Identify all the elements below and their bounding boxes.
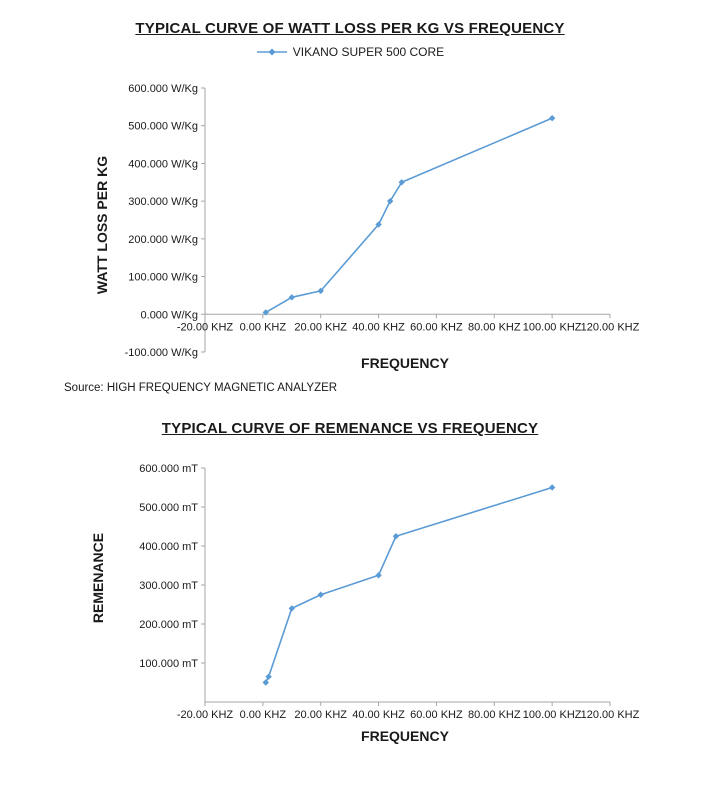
svg-text:600.000 W/Kg: 600.000 W/Kg [128, 83, 198, 95]
svg-text:100.00 KHZ: 100.00 KHZ [523, 709, 582, 721]
svg-text:0.00 KHZ: 0.00 KHZ [240, 709, 287, 721]
remenance-chart: 600.000 mT 500.000 mT 400.000 mT 300.000 mT… [80, 455, 670, 760]
svg-text:20.00 KHZ: 20.00 KHZ [294, 321, 347, 333]
watt-loss-chart-title: TYPICAL CURVE OF WATT LOSS PER KG VS FRE… [135, 20, 565, 37]
source-note: Source: HIGH FREQUENCY MAGNETIC ANALYZER [64, 382, 338, 394]
svg-text:400.000 mT: 400.000 mT [139, 541, 198, 553]
svg-text:300.000 W/Kg: 300.000 W/Kg [128, 196, 198, 208]
svg-text:20.00 KHZ: 20.00 KHZ [294, 709, 347, 721]
chart-plot-area: 600.000 W/Kg 500.000 W/Kg 400.000 W/Kg 300.… [125, 83, 640, 359]
svg-text:100.00 KHZ: 100.00 KHZ [523, 321, 582, 333]
svg-text:-100.000 W/Kg: -100.000 W/Kg [125, 347, 198, 359]
remenance-chart-title: TYPICAL CURVE OF REMENANCE VS FREQUENCY [161, 420, 539, 437]
legend-marker-glyph [256, 48, 287, 56]
remenance-x-axis-title: FREQUENCY [361, 728, 449, 744]
svg-text:500.000 W/Kg: 500.000 W/Kg [128, 121, 198, 133]
svg-text:60.00 KHZ: 60.00 KHZ [410, 709, 463, 721]
svg-text:100.000 mT: 100.000 mT [139, 658, 198, 670]
svg-text:300.000 mT: 300.000 mT [139, 580, 198, 592]
svg-text:0.000 W/Kg: 0.000 W/Kg [141, 309, 198, 321]
legend-label: VIKANO SUPER 500 CORE [292, 45, 445, 59]
svg-text:120.00 KHZ: 120.00 KHZ [581, 321, 640, 333]
svg-text:600.000 mT: 600.000 mT [139, 463, 198, 475]
svg-text:-20.00 KHZ: -20.00 KHZ [177, 321, 234, 333]
svg-text:400.000 W/Kg: 400.000 W/Kg [128, 158, 198, 170]
watt-loss-x-axis-title: FREQUENCY [361, 355, 449, 371]
svg-text:-20.00 KHZ: -20.00 KHZ [177, 709, 234, 721]
svg-text:80.00 KHZ: 80.00 KHZ [468, 709, 521, 721]
svg-text:500.000 mT: 500.000 mT [139, 502, 198, 514]
legend: VIKANO SUPER 500 CORE [0, 45, 701, 59]
svg-text:120.00 KHZ: 120.00 KHZ [581, 709, 640, 721]
svg-text:60.00 KHZ: 60.00 KHZ [410, 321, 463, 333]
svg-text:40.00 KHZ: 40.00 KHZ [352, 709, 405, 721]
chart-plot-area: 600.000 mT 500.000 mT 400.000 mT 300.000 mT… [139, 463, 640, 721]
legend-line-marker-icon [256, 47, 287, 57]
svg-text:80.00 KHZ: 80.00 KHZ [468, 321, 521, 333]
svg-text:100.000 W/Kg: 100.000 W/Kg [128, 272, 198, 284]
watt-loss-chart: 600.000 W/Kg 500.000 W/Kg 400.000 W/Kg 300.… [80, 75, 670, 380]
svg-text:200.000 W/Kg: 200.000 W/Kg [128, 234, 198, 246]
svg-text:0.00 KHZ: 0.00 KHZ [240, 321, 287, 333]
svg-text:40.00 KHZ: 40.00 KHZ [352, 321, 405, 333]
svg-text:200.000 mT: 200.000 mT [139, 619, 198, 631]
